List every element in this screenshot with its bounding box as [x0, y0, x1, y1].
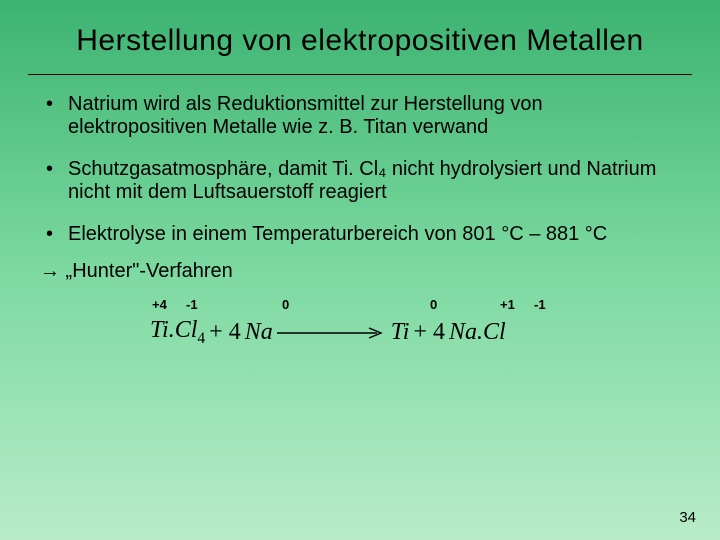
arrow-line: → „Hunter"-Verfahren: [40, 260, 680, 283]
bullet-list: Natrium wird als Reduktionsmittel zur He…: [40, 93, 680, 247]
page-title: Herstellung von elektropositiven Metalle…: [60, 22, 660, 60]
eq-plus2: + 4: [413, 319, 445, 346]
content-area: Natrium wird als Reduktionsmittel zur He…: [0, 75, 720, 349]
eq-lhs2: Na: [245, 319, 273, 346]
oxidation-labels: +4 -1 0 0 +1 -1: [150, 297, 680, 317]
eq-plus1: + 4: [209, 319, 241, 346]
bullet-item: Natrium wird als Reduktionsmittel zur He…: [40, 93, 680, 140]
ox-cl-right: -1: [534, 297, 546, 312]
eq-rhs1: Ti: [391, 319, 410, 346]
ox-na-right: +1: [500, 297, 515, 312]
ox-ti-left: +4: [152, 297, 167, 312]
eq-lhs1: Ti.Cl4: [150, 317, 205, 348]
chemical-equation: Ti.Cl4 + 4 Na Ti + 4 Na.Cl: [150, 317, 680, 348]
ox-ti-right: 0: [430, 297, 437, 312]
bullet-item: Schutzgasatmosphäre, damit Ti. Cl₄ nicht…: [40, 158, 680, 205]
bullet-item: Elektrolyse in einem Temperaturbereich v…: [40, 223, 680, 247]
ox-cl-left: -1: [186, 297, 198, 312]
ox-na-left: 0: [282, 297, 289, 312]
page-number: 34: [679, 509, 696, 526]
title-block: Herstellung von elektropositiven Metalle…: [0, 0, 720, 68]
reaction-arrow-icon: [277, 326, 387, 340]
eq-rhs2: Na.Cl: [449, 319, 506, 346]
